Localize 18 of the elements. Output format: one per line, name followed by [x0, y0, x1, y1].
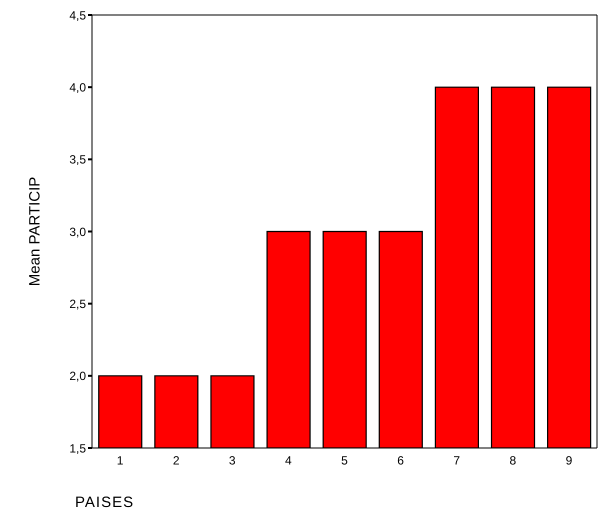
x-tick-label: 7: [453, 454, 460, 468]
x-tick-label: 8: [509, 454, 516, 468]
x-tick-label: 6: [397, 454, 404, 468]
x-tick-label: 5: [341, 454, 348, 468]
x-tick-label: 2: [172, 454, 180, 468]
y-tick-label: 4,0: [69, 80, 86, 94]
x-tick-label: 1: [116, 454, 124, 468]
y-axis-title: Mean PARTICIP: [26, 176, 44, 286]
x-tick-label: 4: [285, 454, 292, 468]
y-tick-label: 2,5: [69, 296, 86, 311]
y-tick-label: 4,5: [69, 8, 86, 22]
y-tick-label: 2,0: [69, 369, 86, 384]
x-axis-title: PAISES: [75, 494, 134, 511]
y-tick-label: 1,5: [69, 441, 86, 456]
x-tick-label: 3: [228, 454, 236, 468]
x-tick-label: 9: [566, 454, 573, 468]
y-tick-label: 3,5: [69, 152, 86, 167]
y-tick-label: 3,0: [69, 224, 86, 239]
